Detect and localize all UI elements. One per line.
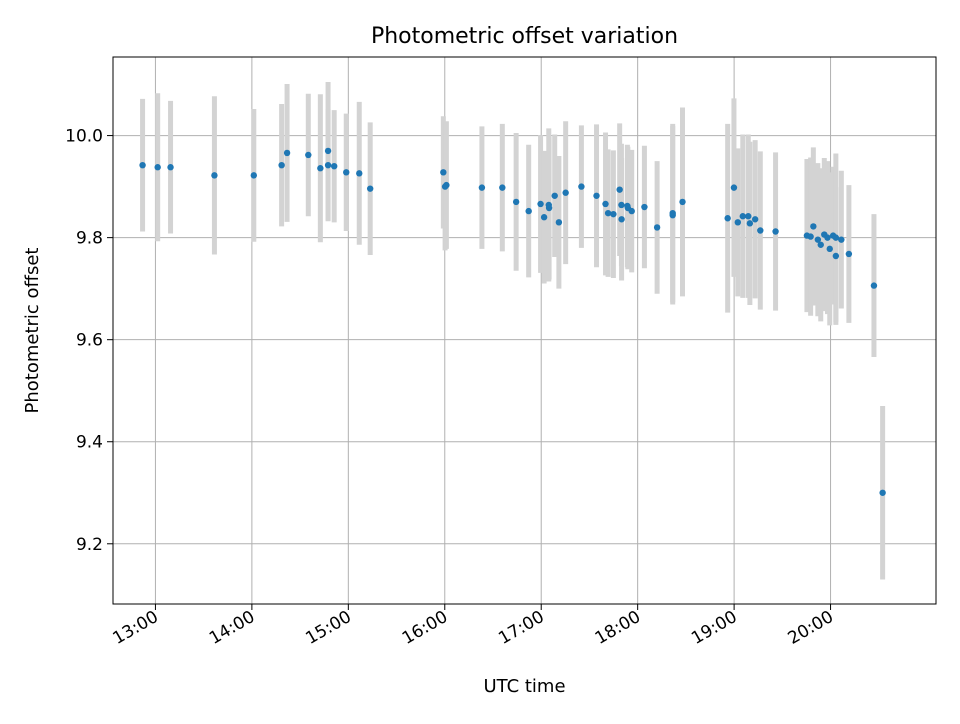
y-tick-label: 9.8 xyxy=(76,229,103,249)
data-point xyxy=(772,228,779,235)
data-point xyxy=(653,224,661,231)
data-point xyxy=(734,219,742,226)
data-point xyxy=(555,219,563,226)
data-point xyxy=(324,147,332,155)
data-point xyxy=(578,183,585,190)
data-point xyxy=(537,200,544,208)
x-axis-label: UTC time xyxy=(483,676,565,697)
y-tick-label: 9.6 xyxy=(76,331,103,351)
data-point xyxy=(745,213,752,220)
data-point xyxy=(540,214,548,221)
data-point xyxy=(283,149,291,157)
data-point xyxy=(167,164,174,171)
y-tick-label: 10.0 xyxy=(65,127,103,147)
data-point xyxy=(739,213,746,220)
data-point xyxy=(814,236,822,243)
data-point xyxy=(724,215,731,222)
data-point xyxy=(562,189,569,196)
data-point xyxy=(330,162,338,170)
data-point xyxy=(669,209,676,217)
data-point xyxy=(250,172,258,179)
y-axis-label: Photometric offset xyxy=(22,248,43,414)
data-point xyxy=(154,164,161,171)
data-point xyxy=(838,236,845,243)
data-point xyxy=(845,250,853,258)
data-point xyxy=(593,192,600,199)
data-point xyxy=(551,192,558,199)
data-point xyxy=(525,207,532,215)
chart-title: Photometric offset variation xyxy=(371,24,678,49)
data-point xyxy=(751,216,759,223)
data-point xyxy=(499,184,506,191)
data-point xyxy=(443,181,450,189)
data-point xyxy=(832,234,840,241)
data-point xyxy=(512,198,520,206)
data-point xyxy=(870,282,878,289)
data-point xyxy=(730,184,738,191)
y-tick-label: 9.4 xyxy=(76,433,103,453)
data-point xyxy=(817,241,824,248)
data-point xyxy=(366,185,374,192)
data-point xyxy=(324,161,332,169)
data-point xyxy=(610,210,617,218)
data-point xyxy=(343,169,350,176)
data-point xyxy=(807,233,814,240)
data-point xyxy=(641,203,648,211)
plot-area-background xyxy=(113,57,936,604)
data-point xyxy=(628,207,635,215)
data-point xyxy=(317,165,324,172)
data-point xyxy=(824,234,831,241)
data-point xyxy=(478,184,486,191)
data-point xyxy=(679,198,686,206)
plot-frame xyxy=(112,56,937,605)
data-point xyxy=(618,201,625,209)
data-point xyxy=(278,161,285,169)
data-point xyxy=(757,227,764,234)
data-point xyxy=(832,252,840,260)
data-point xyxy=(879,489,886,496)
data-point xyxy=(604,209,612,217)
data-point xyxy=(810,223,817,230)
data-point xyxy=(356,170,363,177)
y-tick-label: 9.2 xyxy=(76,535,103,555)
data-point xyxy=(545,204,553,212)
point-layer xyxy=(139,147,886,496)
data-point xyxy=(211,172,218,179)
data-point xyxy=(826,245,833,253)
data-point xyxy=(602,200,609,208)
data-point xyxy=(616,186,623,193)
data-point xyxy=(746,220,754,227)
data-point xyxy=(139,161,146,169)
data-point xyxy=(618,216,625,223)
data-point xyxy=(440,169,447,176)
data-point xyxy=(305,151,312,159)
